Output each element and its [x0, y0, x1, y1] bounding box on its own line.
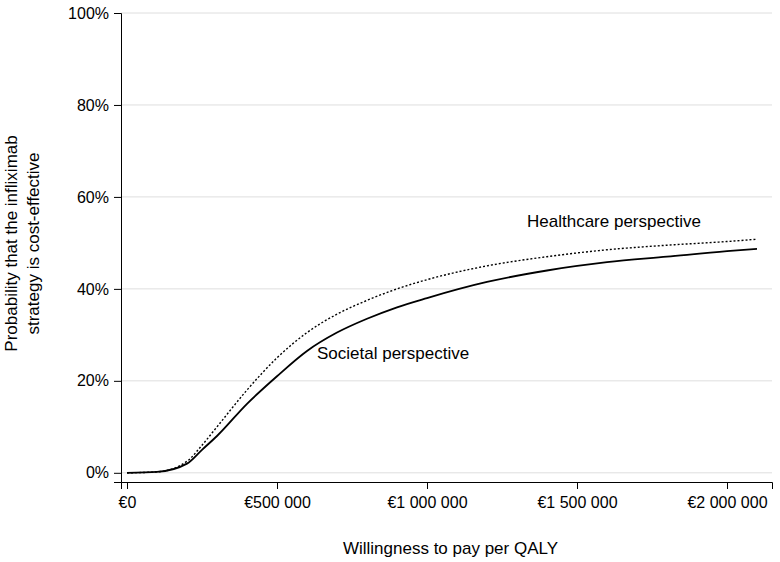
x-axis: €0 €500 000 €1 000 000 €1 500 000 €2 000 000 [119, 482, 773, 511]
grid-line [121, 380, 772, 381]
y-tick-label: 100% [68, 5, 109, 22]
grid-line [121, 472, 772, 473]
y-tick-mark [114, 105, 121, 106]
y-tick: 20% [77, 372, 121, 389]
y-axis-line [114, 14, 122, 483]
x-tick-mark [127, 482, 128, 489]
y-tick-mark [114, 289, 121, 290]
x-tick-mark [277, 482, 278, 489]
y-tick: 80% [77, 97, 121, 114]
grid [121, 13, 772, 473]
y-tick: 100% [68, 5, 121, 22]
grid-line [121, 104, 772, 105]
x-tick: €1 500 000 [537, 482, 617, 511]
grid-line [121, 288, 772, 289]
y-tick-mark [114, 473, 121, 474]
x-tick: €2 000 000 [687, 482, 767, 511]
x-tick: €1 000 000 [387, 482, 467, 511]
y-axis-title-line: strategy is cost-effective [24, 152, 43, 334]
y-tick-label: 60% [77, 189, 109, 206]
y-tick-label: 40% [77, 281, 109, 298]
y-tick-label: 80% [77, 97, 109, 114]
x-axis-title: Willingness to pay per QALY [343, 539, 558, 558]
y-tick-label: 0% [86, 464, 109, 481]
y-axis-title-line: Probability that the infliximab [2, 135, 21, 351]
x-tick-mark [577, 482, 578, 489]
y-tick: 0% [86, 464, 121, 481]
y-tick-mark [114, 381, 121, 382]
x-tick-label: €1 000 000 [387, 494, 467, 511]
y-tick-mark [114, 197, 121, 198]
plot-area [127, 239, 757, 473]
y-tick: 40% [77, 281, 121, 298]
x-tick-label: €500 000 [244, 494, 311, 511]
x-tick-label: €0 [119, 494, 137, 511]
x-tick: €500 000 [244, 482, 311, 511]
series-label: Societal perspective [317, 344, 469, 363]
y-tick-mark [114, 13, 121, 14]
grid-line [121, 196, 772, 197]
y-axis-title: Probability that the infliximabstrategy … [2, 135, 43, 351]
series-line [127, 249, 757, 473]
series-line [127, 239, 757, 473]
x-axis-line [122, 483, 773, 490]
series-label: Healthcare perspective [527, 212, 701, 231]
x-tick-label: €1 500 000 [537, 494, 617, 511]
y-axis: 0% 20% 40% 60% 80% 100% [68, 5, 121, 483]
x-tick-mark [427, 482, 428, 489]
y-tick-label: 20% [77, 372, 109, 389]
x-tick: €0 [119, 482, 137, 511]
x-tick-label: €2 000 000 [687, 494, 767, 511]
y-tick: 60% [77, 189, 121, 206]
x-tick-mark [727, 482, 728, 489]
grid-line [121, 13, 772, 14]
chart: €0 €500 000 €1 000 000 €1 500 000 €2 000 000… [0, 0, 780, 562]
